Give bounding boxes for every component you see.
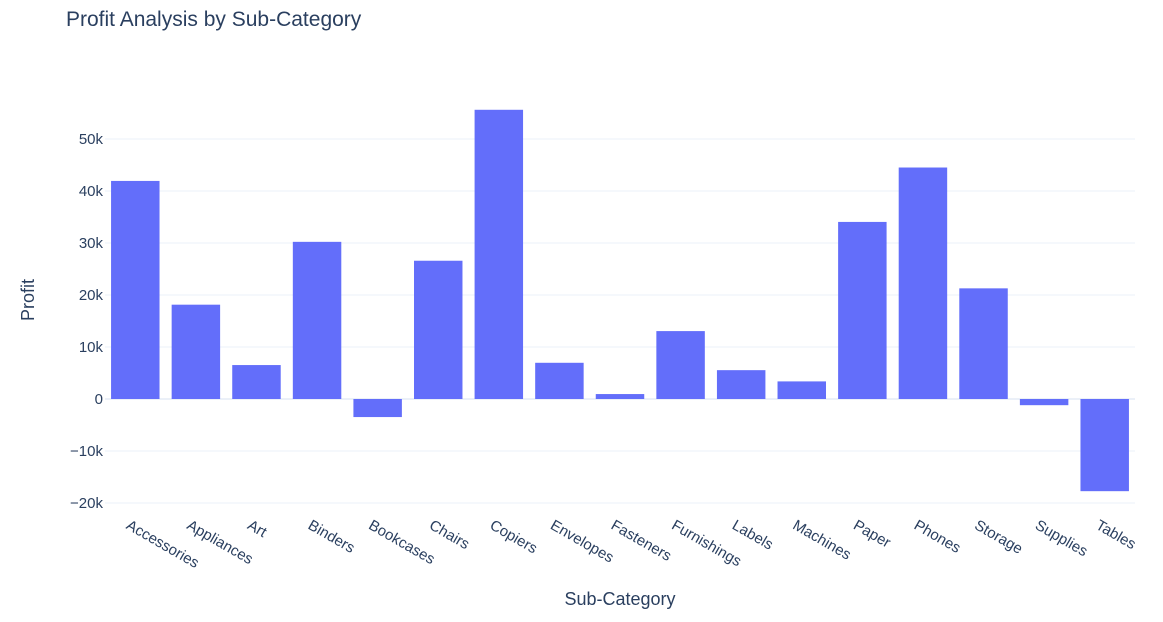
y-tick-label: 0: [95, 391, 103, 408]
bar-art: [232, 365, 281, 399]
x-tick-label: Chairs: [426, 517, 472, 553]
bar-appliances: [171, 304, 221, 399]
x-tick-label: Storage: [972, 517, 1026, 558]
bar-tables: [1080, 399, 1129, 492]
chart-title: Profit Analysis by Sub-Category: [66, 8, 362, 31]
y-axis-ticks: −20k −10k 0 10k 20k 30k 40k 50k: [70, 131, 103, 512]
x-tick-label: Fasteners: [608, 517, 674, 565]
x-tick-label: Machines: [790, 517, 854, 564]
y-tick-label: 10k: [79, 339, 104, 356]
bar-accessories: [111, 180, 160, 399]
y-tick-label: −10k: [70, 443, 103, 460]
x-tick-label: Copiers: [487, 517, 540, 558]
x-tick-label: Supplies: [1032, 517, 1090, 560]
x-tick-label: Tables: [1093, 517, 1139, 553]
y-tick-label: 30k: [79, 235, 104, 252]
x-tick-label: Labels: [729, 517, 776, 554]
x-tick-label: Envelopes: [547, 517, 616, 567]
bar-storage: [959, 288, 1008, 399]
bar-envelopes: [535, 362, 584, 399]
y-tick-label: 40k: [79, 183, 104, 200]
bar-fasteners: [595, 394, 645, 399]
bar-paper: [838, 221, 887, 399]
bar-phones: [898, 167, 948, 399]
bar-bookcases: [353, 399, 402, 418]
x-axis-title: Sub-Category: [564, 589, 675, 609]
bar-binders: [292, 241, 342, 399]
bar-copiers: [474, 109, 524, 399]
y-tick-label: 20k: [79, 287, 104, 304]
x-tick-label: Phones: [911, 517, 964, 557]
x-tick-label: Paper: [850, 517, 893, 552]
y-tick-label: −20k: [70, 495, 103, 512]
bar-supplies: [1019, 399, 1069, 406]
bar-labels: [716, 370, 766, 399]
y-axis-title: Profit: [18, 279, 38, 321]
bar-furnishings: [656, 331, 705, 399]
x-tick-label: Art: [244, 517, 270, 542]
y-tick-label: 50k: [79, 131, 104, 148]
x-tick-label: Binders: [305, 517, 358, 557]
bar-machines: [777, 381, 826, 399]
bar-chairs: [414, 260, 463, 399]
x-tick-label: Bookcases: [366, 517, 438, 568]
bars: [111, 109, 1129, 492]
